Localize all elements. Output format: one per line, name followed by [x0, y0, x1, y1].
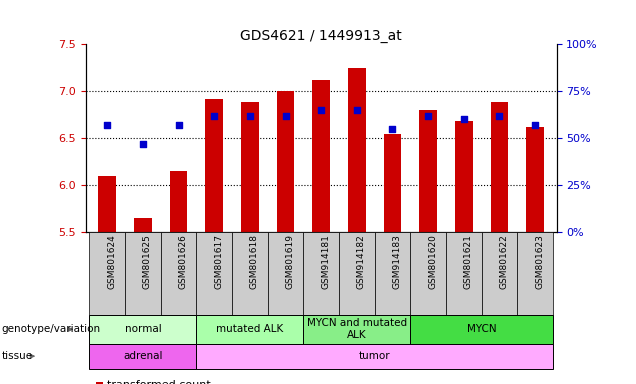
Text: GSM914181: GSM914181 [321, 234, 330, 289]
Text: MYCN: MYCN [467, 324, 497, 334]
Bar [490, 103, 508, 232]
Text: GSM801618: GSM801618 [250, 234, 259, 289]
Bar [99, 176, 116, 232]
Text: GSM801621: GSM801621 [464, 234, 473, 289]
Point [459, 116, 469, 122]
Text: GSM801620: GSM801620 [428, 234, 437, 289]
Point [209, 113, 219, 119]
Bar [312, 80, 330, 232]
Text: adrenal: adrenal [123, 351, 163, 361]
Text: tumor: tumor [359, 351, 391, 361]
Point [387, 126, 398, 132]
Text: GSM914183: GSM914183 [392, 234, 401, 289]
Bar [205, 99, 223, 232]
Bar [455, 121, 473, 232]
Point [530, 122, 540, 128]
Text: GSM914182: GSM914182 [357, 234, 366, 289]
Text: GSM801626: GSM801626 [179, 234, 188, 289]
Text: mutated ALK: mutated ALK [216, 324, 284, 334]
Text: transformed count: transformed count [107, 379, 211, 384]
Text: GSM801617: GSM801617 [214, 234, 223, 289]
Text: normal: normal [125, 324, 162, 334]
Title: GDS4621 / 1449913_at: GDS4621 / 1449913_at [240, 29, 402, 43]
Text: GSM801619: GSM801619 [286, 234, 294, 289]
Point [423, 113, 433, 119]
Text: GSM801625: GSM801625 [143, 234, 152, 289]
Bar [277, 91, 294, 232]
Point [494, 113, 504, 119]
Text: GSM801623: GSM801623 [535, 234, 544, 289]
Point [138, 141, 148, 147]
Bar [241, 103, 259, 232]
Point [174, 122, 184, 128]
Bar [384, 134, 401, 232]
Text: GSM801624: GSM801624 [107, 234, 116, 289]
Point [352, 107, 362, 113]
Point [316, 107, 326, 113]
Bar [134, 218, 152, 232]
Bar [526, 127, 544, 232]
Bar [348, 68, 366, 232]
Text: genotype/variation: genotype/variation [1, 324, 100, 334]
Point [102, 122, 113, 128]
Bar [170, 171, 188, 232]
Text: tissue: tissue [1, 351, 32, 361]
Point [245, 113, 255, 119]
Text: GSM801622: GSM801622 [499, 234, 508, 289]
Bar [419, 110, 437, 232]
Point [280, 113, 291, 119]
Text: MYCN and mutated
ALK: MYCN and mutated ALK [307, 318, 407, 340]
